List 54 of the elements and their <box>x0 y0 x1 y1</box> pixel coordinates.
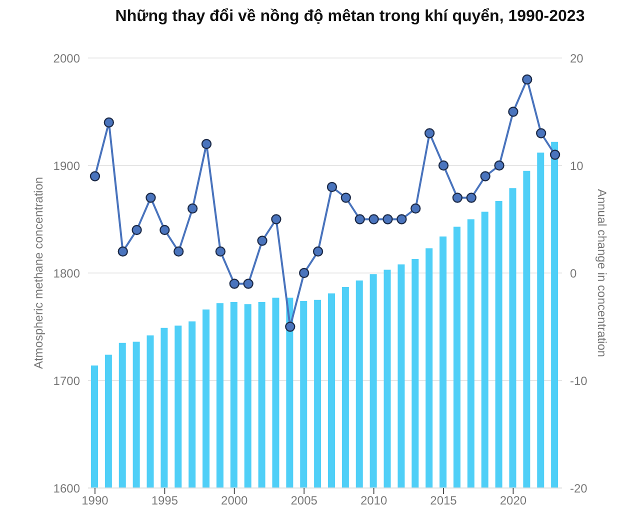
point <box>536 128 546 138</box>
point <box>494 160 504 171</box>
y-tick-label: 1900 <box>53 158 80 173</box>
point <box>354 214 365 224</box>
y2-tick-label: 0 <box>570 266 577 280</box>
x-tick-label: 1995 <box>151 494 178 508</box>
point <box>312 246 324 257</box>
point <box>104 117 114 128</box>
x-tick-label: 2000 <box>221 494 248 508</box>
point <box>146 192 156 203</box>
y-tick-label: 1600 <box>53 481 80 496</box>
y2-tick-label: 20 <box>570 51 584 66</box>
point <box>285 322 296 332</box>
y2-tick-label: -20 <box>570 481 588 496</box>
y2-axis-title: Annual change in concentration <box>594 188 609 358</box>
point <box>326 182 338 192</box>
x-tick-label: 2015 <box>430 494 458 508</box>
point <box>508 106 518 117</box>
x-tick-label: 2010 <box>360 494 388 508</box>
point <box>452 192 463 203</box>
y-tick-label: 2000 <box>53 51 80 66</box>
point <box>201 138 212 150</box>
point <box>382 214 393 224</box>
point <box>174 246 184 257</box>
point <box>410 203 421 214</box>
y-tick-label: 1800 <box>53 266 80 280</box>
y2-tick-label: -10 <box>570 374 588 388</box>
point <box>396 214 407 224</box>
point <box>298 268 310 278</box>
point <box>257 236 268 246</box>
point <box>424 128 435 138</box>
point <box>187 203 198 214</box>
point <box>243 278 254 289</box>
x-tick-label: 2020 <box>500 494 527 508</box>
point <box>118 246 128 257</box>
point <box>550 150 560 160</box>
y-tick-label: 1700 <box>53 374 80 388</box>
point <box>160 224 170 236</box>
y-axis-title: Atmospheric methane concentration <box>31 176 46 370</box>
point <box>522 74 532 85</box>
point <box>90 171 100 182</box>
point <box>215 246 226 257</box>
point <box>466 192 476 203</box>
point <box>132 224 142 236</box>
chart-title: Những thay đổi về nồng độ mêtan trong khí quyển, 1990-2023 <box>114 8 586 27</box>
x-tick-label: 2005 <box>290 494 318 508</box>
x-tick-label: 1990 <box>82 494 109 508</box>
point <box>368 214 379 224</box>
point <box>271 214 282 224</box>
point <box>480 171 490 182</box>
point <box>229 278 240 289</box>
y2-tick-label: 10 <box>570 158 584 173</box>
point <box>438 160 449 171</box>
point <box>340 192 352 203</box>
